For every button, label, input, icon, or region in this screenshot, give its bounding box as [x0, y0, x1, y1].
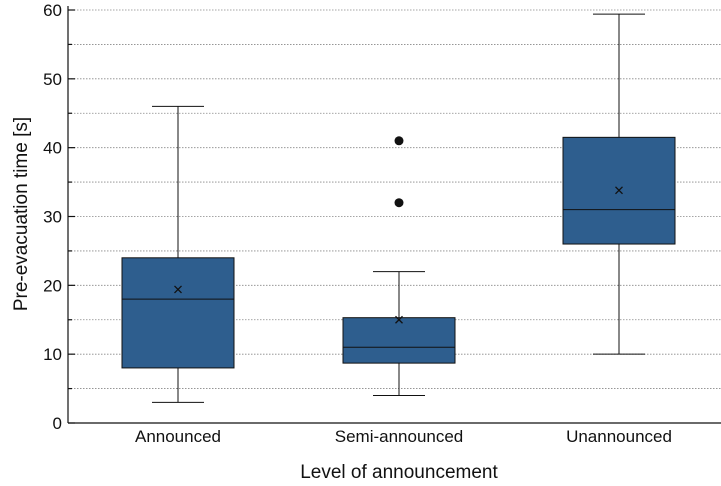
- iqr-box: [342, 317, 456, 364]
- y-tick-label-50: 50: [43, 70, 62, 89]
- axes: [67, 6, 721, 424]
- mean-marker: [395, 315, 403, 324]
- x-tick-label-2: Unannounced: [566, 427, 672, 446]
- outlier-point-1: [394, 136, 404, 146]
- y-tick-label-10: 10: [43, 345, 62, 364]
- x-tick-labels: Announced Semi-announced Unannounced: [135, 427, 672, 446]
- x-tick-label-1: Semi-announced: [335, 427, 464, 446]
- y-axis-title: Pre-evacuation time [s]: [11, 117, 32, 311]
- x-axis-title: Level of announcement: [300, 462, 498, 483]
- y-tick-label-30: 30: [43, 208, 62, 227]
- box-group-announced: [121, 105, 235, 403]
- y-tick-label-0: 0: [53, 414, 62, 433]
- x-tick-label-0: Announced: [135, 427, 221, 446]
- box-group-unannounced: [562, 13, 676, 355]
- y-tick-label-60: 60: [43, 1, 62, 20]
- mean-marker: [615, 186, 623, 195]
- y-tick-label-40: 40: [43, 139, 62, 158]
- outlier-point-0: [394, 198, 404, 208]
- y-tick-label-20: 20: [43, 276, 62, 295]
- iqr-box: [121, 257, 235, 369]
- y-tick-labels: 0 10 20 30 40 50 60: [43, 1, 62, 433]
- box-group-semi-announced: [342, 136, 456, 396]
- box-series: [121, 13, 676, 403]
- mean-marker: [174, 285, 182, 294]
